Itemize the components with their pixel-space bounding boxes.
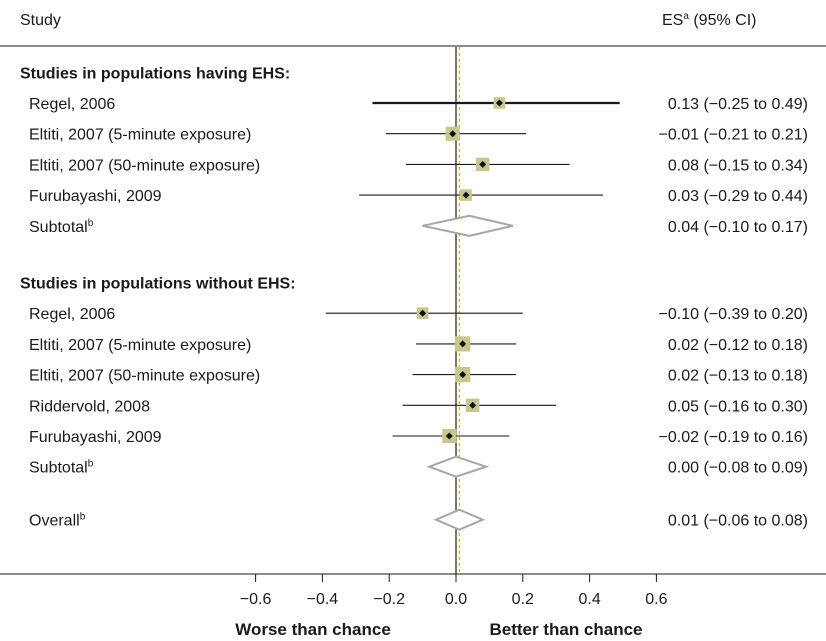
es-ci-label: (95% CI) — [689, 12, 757, 29]
study-row: Riddervold, 2008 0.05 (−0.16 to 0.30) — [29, 398, 808, 415]
study-label: Furubayashi, 2009 — [29, 429, 162, 446]
effect-size-value: 0.13 (−0.25 to 0.49) — [668, 96, 808, 113]
effect-size-value: −0.10 (−0.39 to 0.20) — [659, 306, 808, 323]
group-title: Studies in populations without EHS: — [20, 276, 296, 293]
effect-size-value: 0.08 (−0.15 to 0.34) — [668, 157, 808, 174]
effect-size-value: 0.02 (−0.12 to 0.18) — [668, 337, 808, 354]
point-estimate — [459, 340, 467, 348]
study-row: Eltiti, 2007 (50-minute exposure) 0.08 (−… — [29, 157, 808, 174]
x-tick-label: −0.2 — [373, 591, 405, 608]
reference-lines — [455, 47, 460, 574]
overall-diamond — [433, 508, 486, 531]
study-rows: Studies in populations having EHS: Regel,… — [20, 65, 808, 531]
study-label: Eltiti, 2007 (50-minute exposure) — [29, 157, 260, 174]
es-superscript: a — [683, 11, 689, 22]
subtotal-label-text: Subtotal — [29, 460, 88, 477]
effect-size-value: −0.02 (−0.19 to 0.16) — [659, 429, 808, 446]
subtotal-label: Subtotalb — [29, 218, 94, 236]
es-column-header: ESa (95% CI) — [662, 11, 756, 29]
overall: Overallb 0.01 (−0.06 to 0.08) — [29, 508, 808, 531]
point-estimate — [469, 401, 477, 409]
effect-size-value: 0.02 (−0.13 to 0.18) — [668, 368, 808, 385]
study-row: Regel, 2006 −0.10 (−0.39 to 0.20) — [29, 306, 808, 323]
study-column-header: Study — [20, 12, 61, 29]
subtotal-label-text: Subtotal — [29, 219, 88, 236]
study-label: Furubayashi, 2009 — [29, 188, 162, 205]
study-label: Eltiti, 2007 (50-minute exposure) — [29, 368, 260, 385]
study-label: Riddervold, 2008 — [29, 398, 150, 415]
effect-size-value: −0.01 (−0.21 to 0.21) — [659, 127, 808, 144]
point-estimate — [449, 130, 457, 138]
effect-size-value: 0.05 (−0.16 to 0.30) — [668, 398, 808, 415]
group-title: Studies in populations having EHS: — [20, 65, 290, 82]
x-tick-label: −0.6 — [240, 591, 272, 608]
subtotal-value: 0.04 (−0.10 to 0.17) — [668, 219, 808, 236]
point-estimate — [445, 432, 453, 440]
point-estimate — [495, 99, 503, 107]
subtotal: Subtotalb 0.04 (−0.10 to 0.17) — [29, 214, 808, 237]
study-row: Eltiti, 2007 (5-minute exposure) −0.01 (−… — [29, 126, 808, 144]
subtotal-value: 0.00 (−0.08 to 0.09) — [668, 460, 808, 477]
point-estimate — [419, 309, 427, 317]
point-estimate — [459, 371, 467, 379]
x-axis-ticks: −0.6 −0.4 −0.2 0.0 0.2 0.4 0.6 — [240, 574, 668, 608]
point-estimate — [479, 160, 487, 168]
subtotal-diamond — [426, 455, 490, 478]
es-label: ES — [662, 12, 683, 29]
overall-value: 0.01 (−0.06 to 0.08) — [668, 513, 808, 530]
overall-label-superscript: b — [80, 512, 86, 523]
subtotal: Subtotalb 0.00 (−0.08 to 0.09) — [29, 455, 808, 478]
study-label: Regel, 2006 — [29, 306, 115, 323]
overall-label: Overallb — [29, 512, 86, 530]
study-row: Eltiti, 2007 (5-minute exposure) 0.02 (−0… — [29, 336, 808, 354]
effect-size-value: 0.03 (−0.29 to 0.44) — [668, 188, 808, 205]
x-tick-label: 0.6 — [645, 591, 667, 608]
study-row: Regel, 2006 0.13 (−0.25 to 0.49) — [29, 96, 808, 113]
subtotal-diamond — [422, 214, 514, 237]
study-row: Furubayashi, 2009 0.03 (−0.29 to 0.44) — [29, 188, 808, 205]
study-row: Furubayashi, 2009 −0.02 (−0.19 to 0.16) — [29, 429, 808, 446]
x-tick-label: −0.4 — [307, 591, 339, 608]
study-label: Regel, 2006 — [29, 96, 115, 113]
better-than-chance-label: Better than chance — [489, 620, 642, 639]
x-tick-label: 0.2 — [512, 591, 534, 608]
x-tick-label: 0.0 — [445, 591, 467, 608]
study-row: Eltiti, 2007 (50-minute exposure) 0.02 (−… — [29, 367, 808, 385]
study-label: Eltiti, 2007 (5-minute exposure) — [29, 337, 251, 354]
subtotal-label-superscript: b — [88, 459, 94, 470]
x-tick-label: 0.4 — [578, 591, 600, 608]
point-estimate — [462, 191, 470, 199]
subtotal-label-superscript: b — [88, 218, 94, 229]
worse-than-chance-label: Worse than chance — [235, 620, 391, 639]
subtotal-label: Subtotalb — [29, 459, 94, 477]
overall-label-text: Overall — [29, 513, 80, 530]
study-label: Eltiti, 2007 (5-minute exposure) — [29, 127, 251, 144]
